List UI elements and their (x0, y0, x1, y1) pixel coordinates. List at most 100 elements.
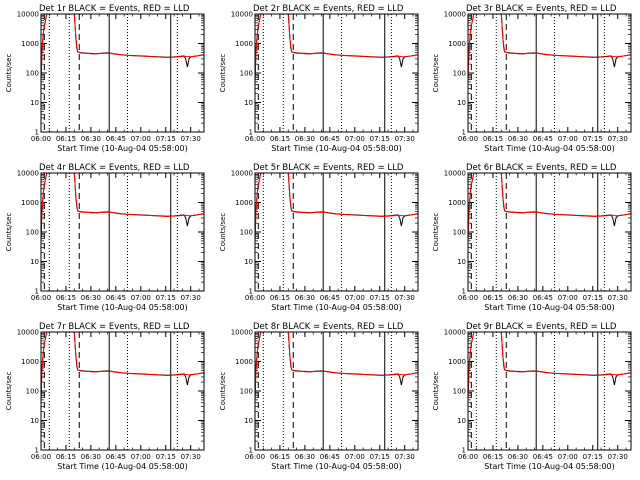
y-tick-label: 100 (240, 70, 253, 78)
x-tick-label: 06:45 (533, 453, 553, 461)
x-tick-label: 06:00 (31, 294, 51, 302)
x-tick-label: 06:30 (81, 135, 101, 143)
x-tick-label: 06:15 (483, 135, 503, 143)
x-tick-label: 06:30 (295, 135, 315, 143)
x-tick-label: 07:00 (345, 135, 365, 143)
y-tick-label: 1000 (448, 199, 466, 207)
y-axis-label: Counts/sec (219, 54, 227, 93)
y-tick-label: 1000 (235, 199, 253, 207)
y-tick-label: 1 (462, 288, 466, 296)
x-tick-label: 07:00 (131, 294, 151, 302)
x-tick-label: 06:30 (508, 294, 528, 302)
y-tick-label: 1 (35, 129, 39, 137)
x-tick-label: 06:45 (106, 294, 126, 302)
panel-title: Det 5r BLACK = Events, RED = LLD (253, 163, 404, 173)
x-tick-label: 07:15 (583, 135, 603, 143)
y-tick-label: 10000 (444, 11, 466, 19)
plot-frame (254, 172, 419, 292)
x-tick-label: 06:45 (320, 453, 340, 461)
y-tick-label: 1 (35, 447, 39, 455)
y-axis-label: Counts/sec (432, 213, 440, 252)
x-tick-label: 06:30 (295, 453, 315, 461)
x-tick-label: 06:00 (245, 135, 265, 143)
x-axis-label: Start Time (10-Aug-04 05:58:00) (57, 303, 188, 312)
x-axis-label: Start Time (10-Aug-04 05:58:00) (57, 462, 188, 471)
x-tick-label: 07:30 (181, 453, 201, 461)
panel-title: Det 3r BLACK = Events, RED = LLD (466, 4, 617, 14)
plot-frame (467, 172, 632, 292)
y-tick-label: 1000 (448, 40, 466, 48)
y-tick-label: 10 (30, 417, 39, 425)
x-tick-label: 06:15 (483, 453, 503, 461)
y-axis-label: Counts/sec (5, 213, 13, 252)
panel-8: Det 8r BLACK = Events, RED = LLD Counts/s… (219, 322, 419, 471)
series-lld (40, 331, 205, 400)
series-lld (40, 172, 205, 241)
y-tick-label: 10 (244, 258, 253, 266)
y-tick-label: 100 (453, 229, 466, 237)
panel-title: Det 1r BLACK = Events, RED = LLD (39, 4, 190, 14)
plot-frame (40, 13, 205, 133)
x-tick-label: 07:30 (608, 294, 628, 302)
x-tick-label: 07:15 (370, 294, 390, 302)
x-tick-label: 07:00 (558, 135, 578, 143)
x-axis-label: Start Time (10-Aug-04 05:58:00) (271, 144, 402, 153)
plot-frame (40, 331, 205, 451)
y-tick-label: 1 (249, 129, 253, 137)
panel-title: Det 6r BLACK = Events, RED = LLD (466, 163, 617, 173)
x-tick-label: 06:45 (533, 294, 553, 302)
y-tick-label: 10000 (17, 11, 39, 19)
y-axis-label: Counts/sec (219, 213, 227, 252)
y-tick-label: 1000 (235, 40, 253, 48)
x-tick-label: 06:15 (270, 294, 290, 302)
y-tick-label: 100 (240, 388, 253, 396)
y-tick-label: 10 (457, 258, 466, 266)
y-tick-label: 10000 (231, 170, 253, 178)
y-tick-label: 100 (453, 388, 466, 396)
x-tick-label: 07:30 (395, 453, 415, 461)
y-tick-label: 1 (35, 288, 39, 296)
x-tick-label: 06:00 (245, 453, 265, 461)
y-tick-label: 10 (30, 99, 39, 107)
series-lld (40, 13, 205, 82)
y-tick-label: 10 (457, 417, 466, 425)
x-axis-label: Start Time (10-Aug-04 05:58:00) (484, 462, 615, 471)
x-axis-label: Start Time (10-Aug-04 05:58:00) (484, 303, 615, 312)
plot-frame (254, 331, 419, 451)
y-tick-label: 10 (244, 417, 253, 425)
y-tick-label: 1 (249, 288, 253, 296)
x-tick-label: 07:15 (156, 294, 176, 302)
x-tick-label: 06:00 (245, 294, 265, 302)
y-tick-label: 10 (244, 99, 253, 107)
x-tick-label: 06:45 (320, 294, 340, 302)
y-tick-label: 1000 (21, 40, 39, 48)
y-axis-label: Counts/sec (432, 54, 440, 93)
x-tick-label: 07:30 (608, 135, 628, 143)
x-axis-label: Start Time (10-Aug-04 05:58:00) (57, 144, 188, 153)
x-axis-label: Start Time (10-Aug-04 05:58:00) (484, 144, 615, 153)
series-lld (467, 331, 632, 400)
y-tick-label: 1 (249, 447, 253, 455)
y-tick-label: 1000 (21, 358, 39, 366)
x-tick-label: 07:30 (395, 135, 415, 143)
panel-title: Det 2r BLACK = Events, RED = LLD (253, 4, 404, 14)
x-tick-label: 07:00 (345, 453, 365, 461)
y-tick-label: 10000 (231, 11, 253, 19)
panel-1: Det 1r BLACK = Events, RED = LLD Counts/s… (5, 4, 205, 153)
series-lld (254, 331, 419, 400)
y-axis-label: Counts/sec (432, 372, 440, 411)
y-axis-label: Counts/sec (5, 54, 13, 93)
x-tick-label: 07:15 (370, 135, 390, 143)
plot-frame (40, 172, 205, 292)
x-tick-label: 06:30 (508, 135, 528, 143)
x-tick-label: 06:45 (106, 135, 126, 143)
x-tick-label: 06:00 (458, 135, 478, 143)
x-tick-label: 07:15 (156, 135, 176, 143)
y-axis-label: Counts/sec (5, 372, 13, 411)
series-lld (467, 13, 632, 82)
y-tick-label: 100 (26, 229, 39, 237)
y-tick-label: 100 (453, 70, 466, 78)
y-tick-label: 10 (30, 258, 39, 266)
series-lld (467, 172, 632, 241)
x-tick-label: 06:45 (320, 135, 340, 143)
